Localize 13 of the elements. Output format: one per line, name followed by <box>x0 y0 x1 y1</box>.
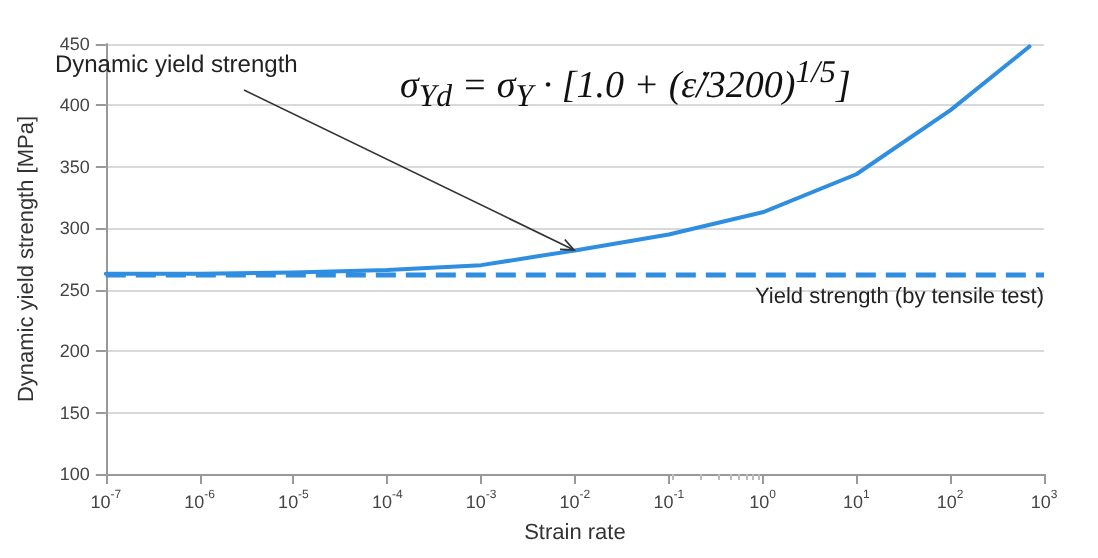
ref-line-label: Yield strength (by tensile test) <box>755 284 1044 309</box>
y-tick-label: 400 <box>59 95 90 116</box>
y-tick-label: 300 <box>59 218 90 239</box>
y-tick-label: 150 <box>59 402 90 423</box>
annotation: Dynamic yield strength <box>54 50 298 79</box>
y-tick-label: 350 <box>59 156 90 177</box>
y-axis-title: Dynamic yield strength [MPa] <box>15 115 39 403</box>
x-axis-title: Strain rate <box>524 521 626 545</box>
y-tick-label: 200 <box>59 341 90 362</box>
y-tick-label: 450 <box>59 34 90 54</box>
y-tick-label: 250 <box>59 279 90 300</box>
annotation: σ$_{Yd}$ = σ$_{Y}$ · [1.0 + (ε̇/3200)$^{1/5}$] <box>400 56 851 117</box>
y-tick-label: 100 <box>59 464 90 484</box>
